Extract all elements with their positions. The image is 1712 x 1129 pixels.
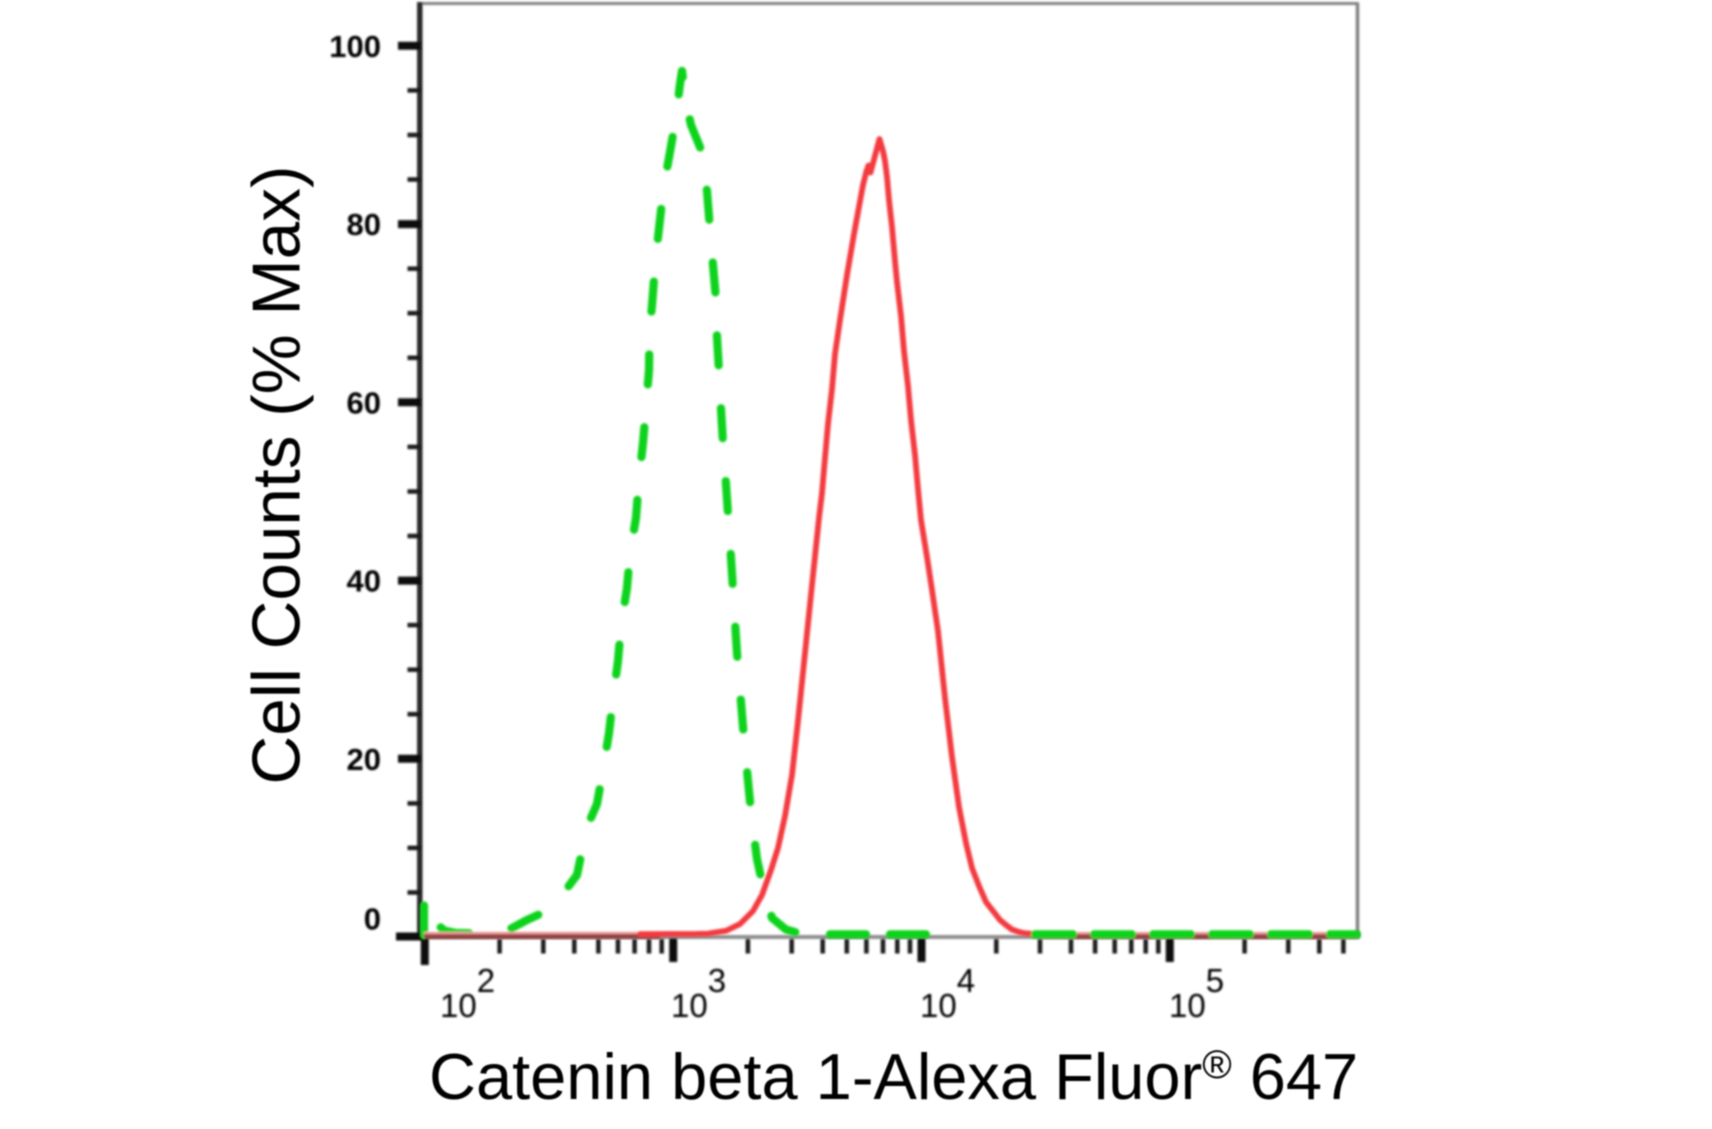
svg-text:100: 100 bbox=[329, 29, 381, 64]
svg-text:104: 104 bbox=[920, 962, 975, 1024]
svg-text:Cell Counts (% Max): Cell Counts (% Max) bbox=[240, 166, 315, 785]
svg-text:40: 40 bbox=[347, 564, 381, 599]
svg-text:60: 60 bbox=[347, 385, 381, 420]
svg-text:0: 0 bbox=[364, 902, 381, 937]
svg-text:105: 105 bbox=[1169, 962, 1224, 1024]
svg-text:80: 80 bbox=[347, 207, 381, 242]
svg-text:20: 20 bbox=[347, 742, 381, 777]
svg-text:Catenin beta 1-Alexa Fluor® 64: Catenin beta 1-Alexa Fluor® 647 bbox=[429, 1040, 1358, 1113]
svg-text:103: 103 bbox=[671, 962, 726, 1024]
svg-text:102: 102 bbox=[440, 962, 495, 1024]
